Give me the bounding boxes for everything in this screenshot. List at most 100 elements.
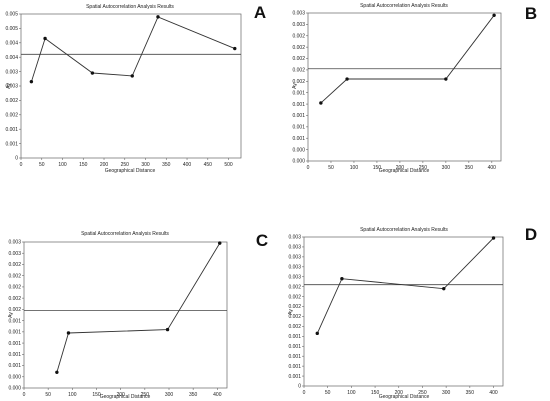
x-tick-label-d: 300 (442, 390, 451, 396)
y-tick-label-b: 0.002 (292, 68, 305, 74)
data-point-a (233, 46, 237, 51)
y-tick-label-d: 0.002 (288, 314, 301, 320)
y-tick-label-b: 0.002 (292, 79, 305, 85)
y-tick-label-d: 0.002 (288, 294, 301, 300)
y-tick-label-a: 0.004 (5, 55, 18, 61)
y-tick-label-d: 0.003 (288, 245, 301, 251)
x-tick-label-c: 400 (213, 392, 222, 398)
y-tick-label-d: 0.001 (288, 374, 301, 380)
x-tick-label-d: 50 (325, 390, 331, 396)
x-tick-label-b: 300 (442, 165, 451, 171)
y-tick-label-d: 0.001 (288, 354, 301, 360)
x-tick-label-c: 50 (45, 392, 51, 398)
y-tick-label-c: 0.002 (8, 285, 21, 291)
x-axis-label-c: Geographical Distance (100, 394, 151, 400)
x-tick-label-d: 100 (347, 390, 356, 396)
x-tick-label-a: 300 (141, 162, 150, 168)
x-axis-label-d: Geographical Distance (379, 394, 430, 400)
x-tick-label-a: 500 (224, 162, 233, 168)
y-tick-label-d: 0.002 (288, 284, 301, 290)
data-point-c (165, 327, 170, 332)
data-point-d (491, 236, 496, 240)
x-axis-label-a: Geographical Distance (105, 168, 156, 174)
x-tick-label-c: 350 (189, 392, 198, 398)
y-tick-label-b: 0.001 (292, 125, 305, 131)
y-tick-label-a: 0.004 (5, 41, 18, 47)
x-tick-label-a: 150 (79, 162, 88, 168)
y-tick-label-b: 0.002 (292, 45, 305, 51)
y-tick-label-b: 0.003 (292, 11, 305, 17)
x-tick-label-c: 150 (92, 392, 101, 398)
y-tick-label-c: 0.001 (8, 341, 21, 347)
panel-letter-d: D (525, 225, 537, 244)
data-point-d (315, 331, 319, 336)
y-tick-label-a: 0.002 (5, 98, 18, 104)
data-point-a (43, 36, 47, 41)
y-tick-label-c: 0.002 (8, 273, 21, 279)
x-tick-label-a: 350 (162, 162, 171, 168)
x-tick-label-a: 400 (183, 162, 192, 168)
plot-frame-d (303, 236, 504, 387)
y-tick-label-c: 0.001 (8, 352, 21, 358)
plot-frame-c (23, 241, 228, 389)
y-tick-label-d: 0.001 (288, 364, 301, 370)
y-tick-label-a: 0.005 (5, 26, 18, 32)
x-tick-label-d: 350 (466, 390, 475, 396)
x-tick-label-b: 100 (350, 165, 359, 171)
data-point-d (340, 277, 344, 281)
y-tick-label-d: 0 (298, 384, 301, 390)
data-point-d (442, 286, 446, 291)
x-axis-label-b: Geographical Distance (379, 168, 430, 174)
y-tick-label-b: 0.001 (292, 113, 305, 119)
y-tick-label-b: 0.002 (292, 33, 305, 39)
y-tick-label-a: 0 (15, 156, 18, 162)
data-point-c (55, 370, 59, 374)
x-tick-label-c: 200 (116, 392, 125, 398)
y-tick-label-c: 0.000 (8, 386, 21, 392)
x-tick-label-b: 150 (373, 165, 382, 171)
chart-title-a: Spatial Autocorrelation Analysis Results (86, 4, 174, 10)
x-tick-label-c: 250 (141, 392, 150, 398)
x-tick-label-d: 0 (303, 390, 306, 396)
y-tick-label-c: 0.002 (8, 296, 21, 302)
series-line-b (320, 15, 495, 104)
x-tick-label-c: 100 (68, 392, 77, 398)
y-tick-label-d: 0.003 (288, 265, 301, 271)
x-tick-label-c: 300 (165, 392, 174, 398)
y-tick-label-a: 0.002 (5, 113, 18, 119)
y-tick-label-b: 0.002 (292, 56, 305, 62)
x-tick-label-b: 250 (419, 165, 428, 171)
data-point-b (319, 101, 323, 105)
x-tick-label-b: 350 (465, 165, 474, 171)
y-tick-label-b: 0.000 (292, 159, 305, 165)
y-tick-label-c: 0.002 (8, 262, 21, 268)
data-point-c (66, 331, 71, 335)
x-tick-label-c: 0 (23, 392, 26, 398)
series-line-d (316, 237, 494, 334)
data-point-b (345, 77, 349, 81)
x-tick-label-b: 200 (396, 165, 405, 171)
data-point-a (90, 71, 95, 75)
plot-frame-a (20, 13, 242, 159)
x-tick-label-d: 250 (418, 390, 427, 396)
panel-letter-c: C (256, 231, 268, 250)
y-tick-label-c: 0.001 (8, 330, 21, 336)
y-tick-label-a: 0.003 (5, 69, 18, 75)
x-tick-label-b: 0 (307, 165, 310, 171)
y-tick-label-a: 0.005 (5, 12, 18, 18)
series-line-a (30, 16, 235, 82)
x-tick-label-d: 400 (489, 390, 498, 396)
y-tick-label-a: 0.003 (5, 84, 18, 90)
y-tick-label-c: 0.000 (8, 374, 21, 380)
x-tick-label-a: 100 (58, 162, 67, 168)
y-tick-label-b: 0.001 (292, 90, 305, 96)
data-point-a (29, 79, 34, 84)
data-point-b (444, 77, 448, 81)
y-tick-label-c: 0.002 (8, 307, 21, 313)
panel-letter-b: B (525, 4, 537, 23)
y-tick-label-b: 0.003 (292, 22, 305, 28)
chart-title-b: Spatial Autocorrelation Analysis Results (360, 3, 448, 9)
y-tick-label-c: 0.003 (8, 251, 21, 257)
y-tick-label-c: 0.001 (8, 363, 21, 369)
